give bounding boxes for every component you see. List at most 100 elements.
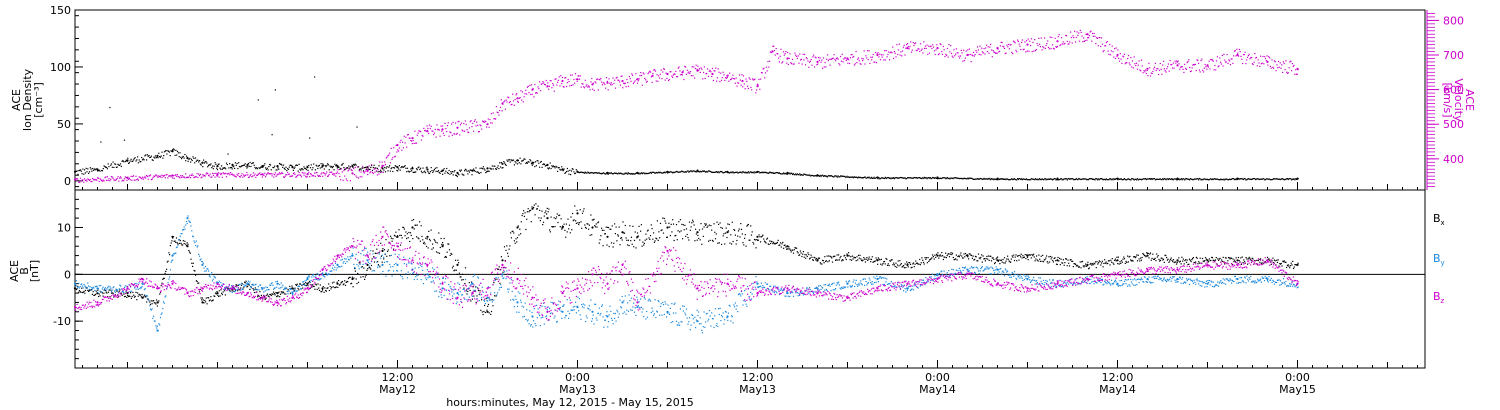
data-point (204, 175, 206, 177)
data-point (995, 52, 997, 54)
data-point (523, 210, 525, 212)
data-point (1289, 61, 1291, 63)
data-point (318, 289, 321, 291)
data-point (259, 167, 261, 169)
data-point (252, 288, 254, 290)
data-point (681, 223, 683, 225)
data-point (230, 172, 232, 174)
data-point (137, 156, 139, 158)
data-point (503, 246, 506, 248)
data-point (188, 158, 190, 160)
data-point (1092, 32, 1094, 34)
data-point (1285, 261, 1287, 263)
data-value-mark (561, 168, 564, 171)
data-point (420, 167, 422, 169)
data-point (808, 253, 810, 256)
data-point (1182, 68, 1184, 70)
data-point (452, 174, 454, 176)
data-point (322, 175, 324, 177)
data-point (232, 290, 234, 292)
data-point (798, 254, 800, 256)
data-point (573, 171, 575, 173)
data-value-mark (456, 263, 459, 266)
data-point (315, 172, 317, 174)
data-point (280, 291, 282, 293)
data-point (1167, 178, 1169, 181)
data-point (841, 175, 843, 177)
data-point (705, 73, 707, 75)
data-point (311, 286, 313, 288)
data-point (982, 52, 984, 54)
data-point (900, 263, 902, 265)
data-point (502, 271, 504, 273)
data-point (473, 169, 475, 172)
data-point (257, 173, 259, 175)
data-point (392, 238, 394, 240)
data-point (769, 60, 771, 62)
data-point (224, 294, 226, 296)
data-point (382, 248, 384, 250)
data-point (1175, 178, 1177, 180)
data-point (539, 209, 541, 211)
data-point (224, 173, 226, 175)
data-point (1079, 178, 1081, 180)
data-point (159, 156, 161, 158)
data-point (1159, 260, 1161, 262)
data-point (894, 177, 896, 179)
data-point (883, 261, 885, 263)
data-point (382, 171, 384, 173)
data-point (903, 177, 905, 179)
data-point (1150, 72, 1152, 74)
data-point (796, 247, 798, 249)
data-point (1255, 179, 1257, 181)
data-point (444, 256, 446, 258)
data-point (506, 101, 508, 103)
data-point (914, 177, 916, 179)
data-point (203, 175, 205, 177)
data-point (565, 171, 567, 174)
data-point (1197, 263, 1199, 265)
data-point (1175, 62, 1177, 64)
data-point (1047, 46, 1050, 48)
data-point (1269, 65, 1271, 67)
data-point (606, 244, 608, 246)
data-point (742, 171, 744, 173)
data-point (403, 228, 405, 230)
data-point (1146, 70, 1148, 72)
data-point (1120, 262, 1122, 264)
data-point (168, 175, 170, 177)
data-point (671, 171, 673, 173)
data-point (896, 44, 898, 46)
data-point (283, 291, 285, 293)
data-point (436, 124, 438, 126)
data-point (1102, 179, 1104, 181)
data-point (1162, 64, 1164, 66)
data-point (548, 85, 550, 87)
data-point (955, 177, 957, 179)
data-point (611, 84, 613, 86)
data-point (494, 278, 496, 280)
data-point (636, 232, 639, 234)
data-point (530, 163, 533, 165)
data-point (619, 84, 621, 86)
data-point (376, 174, 378, 176)
data-point (771, 241, 773, 243)
data-point (591, 172, 593, 174)
data-point (599, 79, 601, 81)
data-point (514, 242, 516, 244)
data-point (366, 167, 368, 169)
data-point (1223, 178, 1225, 180)
data-point (1269, 57, 1271, 59)
data-point (143, 296, 145, 298)
data-point (104, 166, 106, 168)
data-point (1072, 266, 1074, 268)
data-point (652, 73, 654, 75)
data-point (133, 287, 136, 289)
data-point (568, 224, 571, 226)
data-point (549, 229, 551, 231)
data-point (1156, 256, 1158, 258)
data-point (403, 166, 405, 168)
data-point (676, 239, 678, 241)
data-point (325, 166, 327, 168)
data-point (533, 161, 535, 163)
